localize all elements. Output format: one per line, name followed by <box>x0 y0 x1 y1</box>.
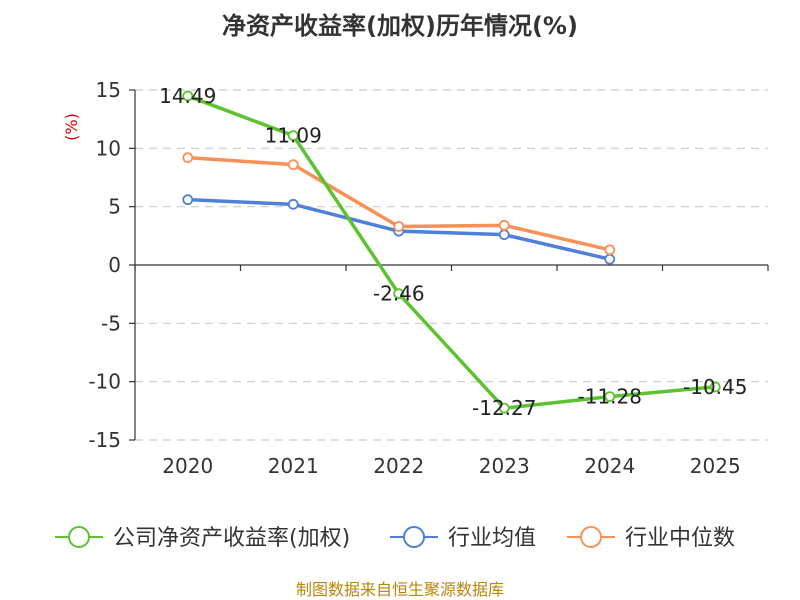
x-tick-label-2021: 2021 <box>268 454 319 478</box>
series-2-point-2022 <box>393 221 405 232</box>
data-label-2023: -12.27 <box>472 396 536 420</box>
legend-label-0: 公司净资产收益率(加权) <box>113 526 350 551</box>
series-0-point-2023 <box>498 402 510 414</box>
data-label-2021: 11.09 <box>265 124 322 148</box>
legend-label-1: 行业均值 <box>448 526 536 551</box>
series <box>182 90 721 414</box>
series-2-point-2024 <box>604 244 616 256</box>
data-label-2020: 14.49 <box>159 84 216 108</box>
series-0-point-2021 <box>287 130 299 142</box>
series-1-point-2024 <box>604 253 616 265</box>
series-1-point-2023 <box>498 229 510 241</box>
x-tick-label-2024: 2024 <box>584 454 635 478</box>
x-tick-label-2025: 2025 <box>690 454 741 478</box>
series-0-point-2022 <box>393 288 405 300</box>
y-tick-label-5: -10 <box>88 370 121 394</box>
series-2-point-2021 <box>287 159 299 171</box>
series-0-point-2025 <box>709 381 721 393</box>
series-2-point-2023 <box>498 219 510 231</box>
series-0-point-2024 <box>604 391 616 403</box>
source-note: 制图数据来自恒生聚源数据库 <box>296 580 504 599</box>
series-2-point-2020 <box>182 152 194 164</box>
x-tick-label-2022: 2022 <box>373 454 424 478</box>
chart-title: 净资产收益率(加权)历年情况(%) <box>222 12 578 40</box>
y-tick-label-2: 5 <box>108 195 121 219</box>
legend-marker-2 <box>580 526 602 548</box>
x-tick-label-2020: 2020 <box>162 454 213 478</box>
y-tick-label-4: -5 <box>101 311 121 335</box>
data-label-2022: -2.46 <box>373 282 425 306</box>
series-line-0 <box>186 94 717 410</box>
legend-marker-0 <box>68 526 90 548</box>
axes: 15 10 5 0 -5 -10 -15 2020 2021 2022 2023 2024 2025 <box>88 78 769 478</box>
legend-label-2: 行业中位数 <box>625 526 735 551</box>
data-label-2024: -11.28 <box>578 385 642 409</box>
y-tick-label-6: -15 <box>88 428 121 452</box>
data-labels: 14.49 11.09 -2.46 -12.27 -11.28 -10.45 <box>159 84 747 420</box>
y-tick-label-0: 15 <box>96 78 121 102</box>
y-axis-label: (%) <box>62 113 81 141</box>
legend-marker-1 <box>403 526 425 548</box>
series-0-point-2020 <box>182 90 194 102</box>
data-label-2025: -10.45 <box>683 375 747 399</box>
series-1-point-2020 <box>182 194 194 206</box>
y-tick-label-1: 10 <box>96 136 121 160</box>
legend: 公司净资产收益率(加权) 行业均值 行业中位数 <box>55 526 735 551</box>
x-tick-label-2023: 2023 <box>479 454 530 478</box>
y-tick-label-3: 0 <box>108 253 121 277</box>
series-1-point-2021 <box>287 198 299 210</box>
grid <box>135 89 768 441</box>
